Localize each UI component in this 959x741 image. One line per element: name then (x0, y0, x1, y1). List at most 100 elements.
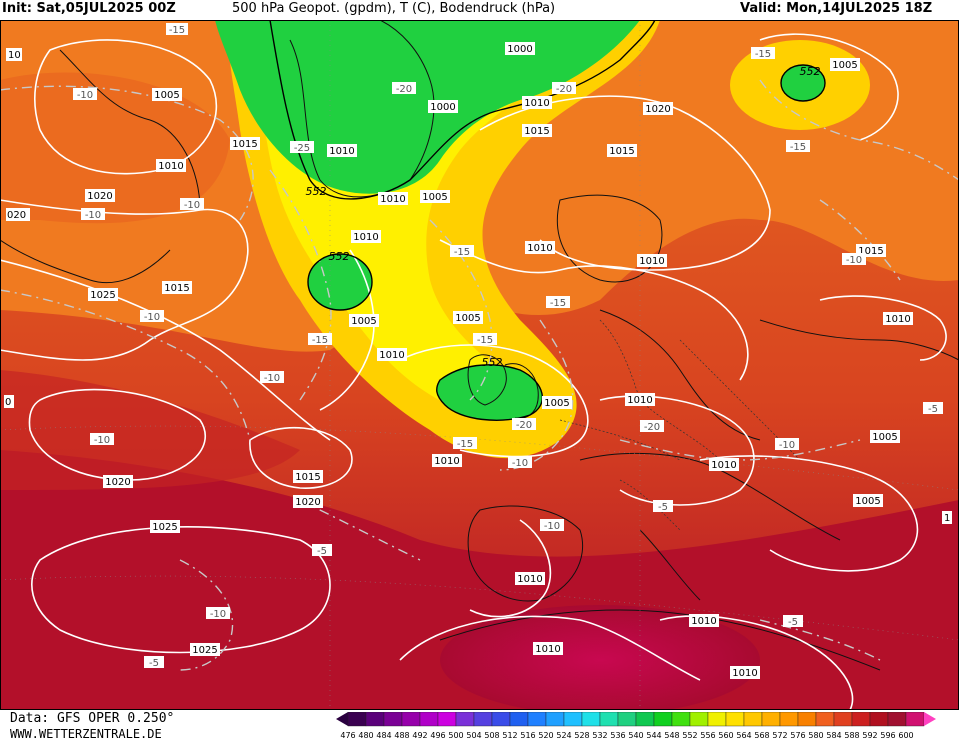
scale-swatch (851, 712, 871, 727)
scale-arrow-left (336, 712, 348, 726)
pressure-label: 1000 (428, 100, 458, 113)
temperature-label: -20 (552, 82, 576, 95)
scale-swatch (599, 712, 619, 727)
isotherms (0, 79, 959, 671)
temperature-label-text: -10 (77, 90, 93, 101)
temperature-label-text: -20 (644, 422, 660, 433)
pressure-label: 1010 (351, 230, 381, 243)
pressure-label-text: 1010 (885, 314, 910, 325)
temperature-label: -10 (81, 208, 105, 221)
pressure-label-text: 1000 (430, 102, 455, 113)
pressure-label-text: 1005 (351, 316, 376, 327)
temperature-label: -5 (144, 656, 164, 669)
temperature-label: -15 (751, 47, 775, 60)
scale-swatch (473, 712, 493, 727)
pressure-label: 1010 (378, 192, 408, 205)
map-title: 500 hPa Geopot. (gpdm), T (C), Bodendruc… (232, 1, 556, 16)
scale-tick-label: 560 (718, 731, 733, 740)
scale-tick-label: 592 (862, 731, 877, 740)
hot-core-mediterranean (440, 605, 760, 710)
scale-tick-label: 504 (466, 731, 481, 740)
temperature-label-text: -20 (396, 84, 412, 95)
temperature-label-text: -15 (790, 142, 806, 153)
scale-tick-label: 536 (610, 731, 625, 740)
pressure-label-text: 1000 (507, 44, 532, 55)
pressure-label-text: 1020 (295, 497, 320, 508)
temperature-label: -10 (180, 198, 204, 211)
init-time: Init: Sat,05JUL2025 00Z (2, 1, 176, 16)
scale-swatch (617, 712, 637, 727)
scale-swatch (833, 712, 853, 727)
pressure-label: 1015 (607, 144, 637, 157)
scale-tick-label: 552 (682, 731, 697, 740)
scale-tick-label: 488 (394, 731, 409, 740)
pressure-label-text: 1015 (858, 246, 883, 257)
temperature-label-group: -15 -10 -10 -15 -10 -20 -25 -20 -20 -15 … (73, 23, 943, 669)
green-low-cutoff (308, 254, 372, 310)
temperature-label-text: -25 (294, 143, 310, 154)
pressure-label-text: 1005 (832, 60, 857, 71)
height-label-group: 552 552 552 552 (306, 65, 821, 369)
temperature-label-text: -10 (210, 609, 226, 620)
temperature-label: -10 (90, 433, 114, 446)
pressure-label-text: 1020 (105, 477, 130, 488)
pressure-label: 1005 (830, 58, 860, 71)
pressure-label: 1015 (230, 137, 260, 150)
pressure-label-text: 1010 (691, 616, 716, 627)
edge-label-text: 0 (5, 397, 11, 408)
pressure-label: 1010 (709, 458, 739, 471)
green-cell-ne (781, 65, 825, 101)
temperature-label-text: -10 (544, 521, 560, 532)
scale-tick-label: 544 (646, 731, 661, 740)
scale-swatch (707, 712, 727, 727)
pressure-label-text: 1010 (711, 460, 736, 471)
pressure-label: 1010 (525, 241, 555, 254)
pressure-label: 1020 (643, 102, 673, 115)
temperature-label-text: -10 (512, 458, 528, 469)
edge-label: 10 (6, 48, 22, 61)
temperature-label: -20 (392, 82, 416, 95)
scale-tick-label: 600 (898, 731, 913, 740)
scale-tick-label: 556 (700, 731, 715, 740)
temperature-label: -15 (166, 23, 188, 36)
coastlines (0, 20, 959, 671)
scale-tick-label: 568 (754, 731, 769, 740)
temperature-label: -15 (786, 140, 810, 153)
scale-tick-label: 588 (844, 731, 859, 740)
scale-tick-label: 480 (358, 731, 373, 740)
data-source: Data: GFS OPER 0.250° (10, 711, 175, 726)
pressure-label-text: 1020 (87, 191, 112, 202)
pressure-label-text: 1015 (295, 472, 320, 483)
scale-swatch (725, 712, 745, 727)
pressure-label: 1015 (293, 470, 323, 483)
pressure-label-text: 1010 (329, 146, 354, 157)
scale-tick-label: 532 (592, 731, 607, 740)
edge-label-text: 020 (7, 210, 26, 221)
scale-swatch (671, 712, 691, 727)
pressure-label-text: 1015 (232, 139, 257, 150)
temperature-label-text: -5 (658, 502, 668, 513)
map-header: Init: Sat,05JUL2025 00Z 500 hPa Geopot. … (0, 0, 959, 20)
pressure-label: 1010 (522, 96, 552, 109)
edge-label-text: 1 (944, 513, 950, 524)
pressure-label: 1020 (293, 495, 323, 508)
pressure-label-text: 1010 (639, 256, 664, 267)
temperature-label: -20 (512, 418, 536, 431)
temperature-label-text: -10 (184, 200, 200, 211)
scale-tick-label: 584 (826, 731, 841, 740)
edge-label-text: 10 (8, 50, 21, 61)
pressure-label-text: 1010 (517, 574, 542, 585)
pressure-label-text: 1005 (855, 496, 880, 507)
temperature-label-text: -20 (556, 84, 572, 95)
scale-swatch (797, 712, 817, 727)
pressure-label-text: 1010 (353, 232, 378, 243)
pressure-label-text: 1025 (152, 522, 177, 533)
pressure-label: 1010 (689, 614, 719, 627)
scale-swatch (455, 712, 475, 727)
scale-swatch (635, 712, 655, 727)
scale-swatch (545, 712, 565, 727)
scale-tick-label: 596 (880, 731, 895, 740)
pressure-label: 1010 (377, 348, 407, 361)
pressure-label: 1025 (88, 288, 118, 301)
temperature-label-text: -10 (846, 255, 862, 266)
